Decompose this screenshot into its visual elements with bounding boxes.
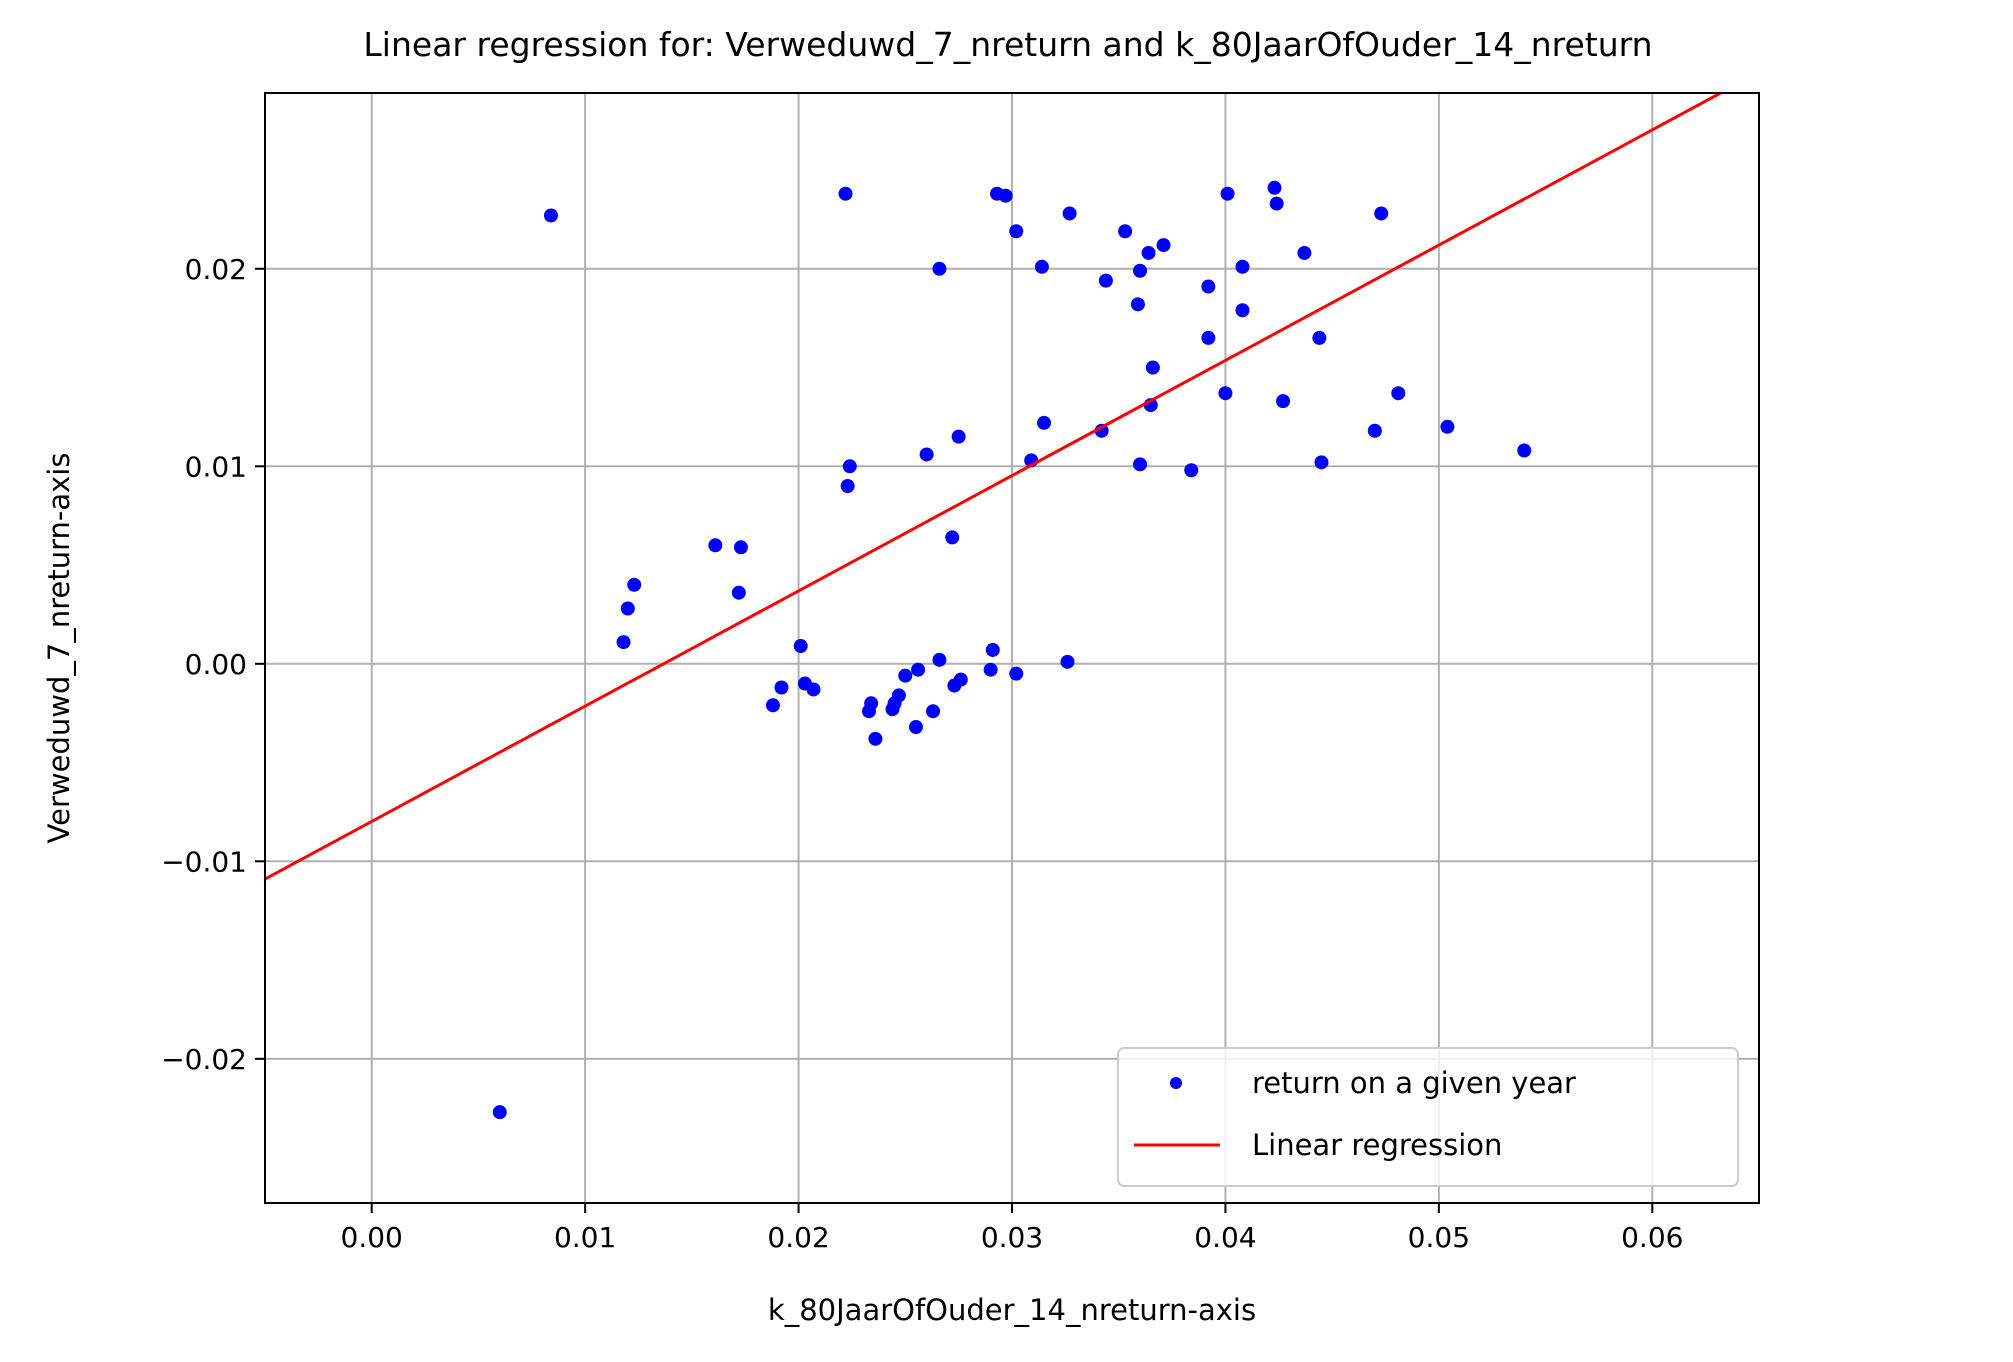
x-tick-label: 0.01 bbox=[554, 1221, 616, 1254]
legend-scatter-label: return on a given year bbox=[1252, 1066, 1576, 1100]
plot-area bbox=[265, 93, 1722, 1120]
scatter-point bbox=[1374, 206, 1389, 221]
scatter-point bbox=[1201, 330, 1216, 345]
scatter-point bbox=[1141, 245, 1156, 260]
scatter-point bbox=[1314, 455, 1329, 470]
y-tick-label: −0.02 bbox=[161, 1043, 247, 1076]
scatter-point bbox=[806, 682, 821, 697]
scatter-point bbox=[1118, 224, 1133, 239]
scatter-point bbox=[908, 720, 923, 735]
scatter-point bbox=[733, 540, 748, 555]
scatter-point bbox=[891, 688, 906, 703]
scatter-point bbox=[1312, 330, 1327, 345]
x-tick-label: 0.03 bbox=[981, 1221, 1043, 1254]
scatter-point bbox=[868, 731, 883, 746]
scatter-point bbox=[793, 639, 808, 654]
scatter-point bbox=[1133, 457, 1148, 472]
scatter-point bbox=[1130, 297, 1145, 312]
y-tick-label: 0.02 bbox=[185, 253, 247, 286]
x-tick-label: 0.02 bbox=[767, 1221, 829, 1254]
y-tick-label: 0.00 bbox=[185, 648, 247, 681]
scatter-point bbox=[926, 704, 941, 719]
legend-box bbox=[1117, 1047, 1739, 1187]
scatter-point bbox=[1367, 423, 1382, 438]
scatter-point bbox=[919, 447, 934, 462]
scatter-point bbox=[708, 538, 723, 553]
legend-line-label: Linear regression bbox=[1252, 1128, 1502, 1162]
scatter-point bbox=[953, 672, 968, 687]
scatter-point bbox=[911, 662, 926, 677]
scatter-point bbox=[1009, 666, 1024, 681]
y-axis-label: Verweduwd_7_nreturn-axis bbox=[42, 453, 76, 844]
x-tick-label: 0.04 bbox=[1194, 1221, 1256, 1254]
scatter-point bbox=[616, 635, 631, 650]
scatter-point bbox=[1235, 303, 1250, 318]
scatter-point bbox=[1218, 386, 1233, 401]
y-axis-ticks: −0.02 −0.01 0.00 0.01 0.02 bbox=[161, 253, 265, 1076]
regression-line bbox=[265, 93, 1722, 881]
scatter-point bbox=[985, 642, 1000, 657]
scatter-point bbox=[1133, 263, 1148, 278]
scatter-point bbox=[1034, 259, 1049, 274]
legend: return on a given year Linear regression bbox=[1117, 1047, 1739, 1187]
scatter-point bbox=[1098, 273, 1113, 288]
scatter-point bbox=[1201, 279, 1216, 294]
scatter-point bbox=[864, 696, 879, 711]
scatter-point bbox=[842, 459, 857, 474]
scatter-point bbox=[1062, 206, 1077, 221]
scatter-point bbox=[951, 429, 966, 444]
scatter-point bbox=[765, 698, 780, 713]
scatter-point bbox=[1440, 419, 1455, 434]
scatter-point bbox=[1517, 443, 1532, 458]
chart-title: Linear regression for: Verweduwd_7_nretu… bbox=[363, 25, 1652, 64]
scatter-point bbox=[1267, 180, 1282, 195]
scatter-point bbox=[627, 577, 642, 592]
scatter-point bbox=[898, 668, 913, 683]
y-tick-label: −0.01 bbox=[161, 845, 247, 878]
scatter-point bbox=[1220, 186, 1235, 201]
x-tick-label: 0.00 bbox=[341, 1221, 403, 1254]
legend-scatter-marker bbox=[1170, 1077, 1182, 1089]
scatter-point bbox=[1235, 259, 1250, 274]
scatter-point bbox=[774, 680, 789, 695]
scatter-point bbox=[731, 585, 746, 600]
scatter-point bbox=[1156, 238, 1171, 253]
scatter-point bbox=[1094, 423, 1109, 438]
scatter-point bbox=[838, 186, 853, 201]
x-tick-label: 0.05 bbox=[1408, 1221, 1470, 1254]
scatter-point bbox=[1037, 415, 1052, 430]
scatter-point bbox=[543, 208, 558, 223]
scatter-point bbox=[620, 601, 635, 616]
x-axis-ticks: 0.00 0.01 0.02 0.03 0.04 0.05 0.06 bbox=[341, 1203, 1683, 1254]
scatter-point bbox=[932, 652, 947, 667]
scatter-point bbox=[945, 530, 960, 545]
scatter-point bbox=[998, 188, 1013, 203]
scatter-point bbox=[983, 662, 998, 677]
scatter-point bbox=[1060, 654, 1075, 669]
scatter-point bbox=[1297, 245, 1312, 260]
scatter-point bbox=[1269, 196, 1284, 211]
scatter-point bbox=[932, 261, 947, 276]
y-tick-label: 0.01 bbox=[185, 450, 247, 483]
x-axis-label: k_80JaarOfOuder_14_nreturn-axis bbox=[768, 1293, 1256, 1327]
scatter-point bbox=[1391, 386, 1406, 401]
x-tick-label: 0.06 bbox=[1621, 1221, 1683, 1254]
scatter-point bbox=[840, 479, 855, 494]
scatter-point bbox=[1009, 224, 1024, 239]
scatter-point bbox=[1145, 360, 1160, 375]
scatter-point bbox=[1276, 394, 1291, 409]
scatter-point bbox=[492, 1105, 507, 1120]
scatter-point bbox=[1184, 463, 1199, 478]
